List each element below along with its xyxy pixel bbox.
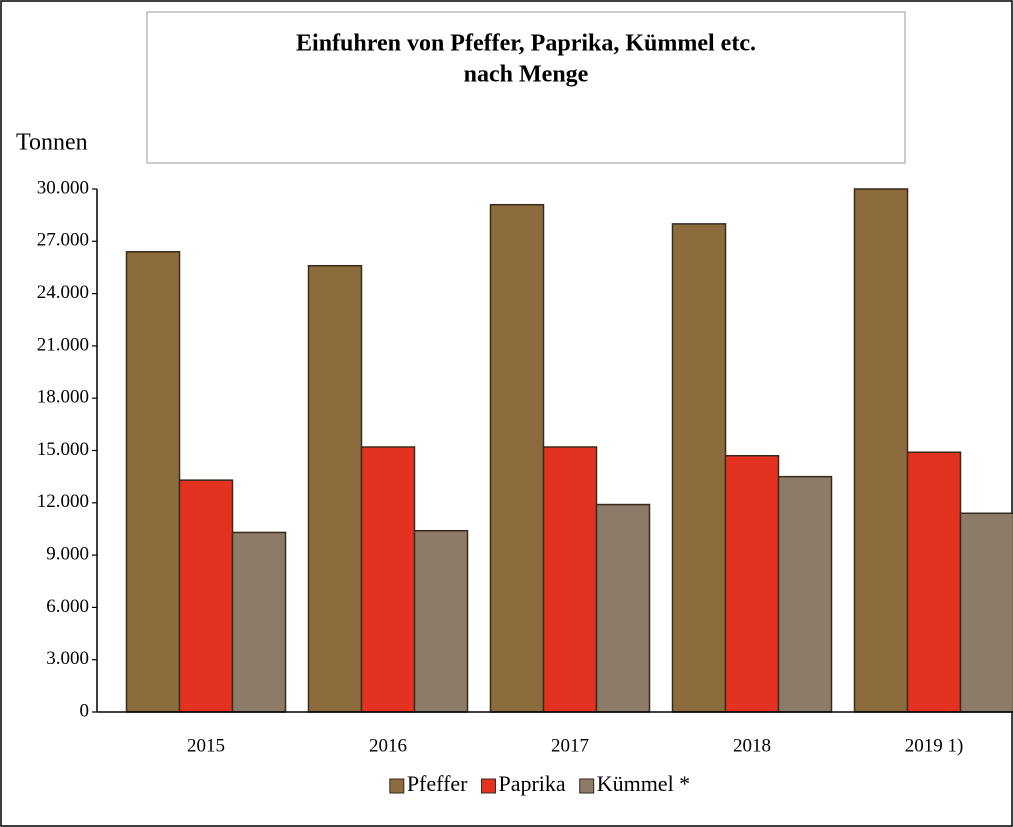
x-tick-label: 2016 (369, 735, 407, 756)
y-axis-label: Tonnen (16, 130, 88, 156)
bar (233, 532, 286, 712)
y-tick-label: 27.000 (37, 230, 89, 251)
y-tick-label: 21.000 (37, 334, 89, 355)
legend-label: Kümmel * (597, 771, 691, 796)
bar (309, 266, 362, 712)
y-tick-label: 15.000 (37, 439, 89, 460)
bar (491, 205, 544, 712)
bar (127, 252, 180, 712)
bar (908, 452, 961, 712)
bar (544, 447, 597, 712)
x-tick-label: 2015 (187, 735, 225, 756)
legend-label: Pfeffer (407, 771, 468, 796)
chart-title: Einfuhren von Pfeffer, Paprika, Kümmel e… (296, 31, 756, 57)
y-tick-label: 18.000 (37, 387, 89, 408)
bar (597, 505, 650, 712)
bar (726, 456, 779, 712)
x-tick-label: 2019 1) (905, 735, 964, 756)
y-tick-label: 30.000 (37, 177, 89, 198)
legend-label: Paprika (498, 771, 565, 796)
legend-swatch (481, 779, 495, 793)
y-tick-label: 0 (80, 700, 90, 721)
y-tick-label: 3.000 (46, 648, 89, 669)
legend-swatch (390, 779, 404, 793)
bar (855, 189, 908, 712)
bar (362, 447, 415, 712)
chart: Einfuhren von Pfeffer, Paprika, Kümmel e… (0, 0, 1013, 827)
y-tick-label: 24.000 (37, 282, 89, 303)
y-tick-label: 6.000 (46, 596, 89, 617)
legend-swatch (580, 779, 594, 793)
y-tick-label: 9.000 (46, 543, 89, 564)
x-tick-label: 2018 (733, 735, 771, 756)
bar (779, 477, 832, 712)
bar (415, 531, 468, 712)
y-tick-label: 12.000 (37, 491, 89, 512)
bar (961, 513, 1013, 712)
bar (180, 480, 233, 712)
bar (673, 224, 726, 712)
chart-title: nach Menge (464, 62, 589, 88)
x-tick-label: 2017 (551, 735, 589, 756)
